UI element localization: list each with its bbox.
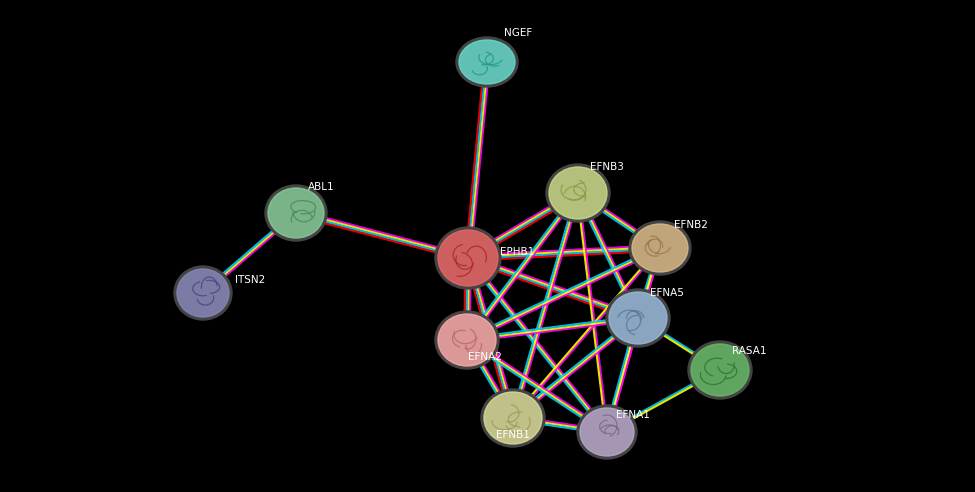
Ellipse shape — [691, 344, 749, 396]
Ellipse shape — [174, 266, 232, 320]
Ellipse shape — [456, 37, 518, 87]
Ellipse shape — [609, 292, 667, 344]
Ellipse shape — [629, 221, 691, 275]
Ellipse shape — [546, 164, 610, 222]
Ellipse shape — [438, 230, 498, 286]
Text: ITSN2: ITSN2 — [235, 275, 265, 285]
Text: EFNA5: EFNA5 — [650, 288, 683, 298]
Ellipse shape — [265, 185, 327, 241]
Ellipse shape — [177, 269, 229, 317]
Text: ABL1: ABL1 — [308, 182, 334, 192]
Text: EFNA2: EFNA2 — [468, 352, 502, 362]
Text: EFNB1: EFNB1 — [496, 430, 529, 440]
Ellipse shape — [481, 389, 545, 447]
Ellipse shape — [580, 408, 634, 456]
Text: EPHB1: EPHB1 — [500, 247, 534, 257]
Ellipse shape — [435, 311, 499, 369]
Text: EFNB3: EFNB3 — [590, 162, 624, 172]
Ellipse shape — [632, 224, 688, 272]
Text: NGEF: NGEF — [504, 28, 532, 38]
Text: EFNB2: EFNB2 — [674, 220, 708, 230]
Ellipse shape — [268, 188, 324, 238]
Text: RASA1: RASA1 — [732, 346, 766, 356]
Text: EFNA1: EFNA1 — [616, 410, 650, 420]
Ellipse shape — [438, 314, 496, 366]
Ellipse shape — [577, 405, 637, 459]
Ellipse shape — [606, 289, 670, 347]
Ellipse shape — [688, 341, 752, 399]
Ellipse shape — [435, 227, 501, 289]
Ellipse shape — [484, 392, 542, 444]
Ellipse shape — [549, 167, 607, 219]
Ellipse shape — [459, 40, 515, 84]
